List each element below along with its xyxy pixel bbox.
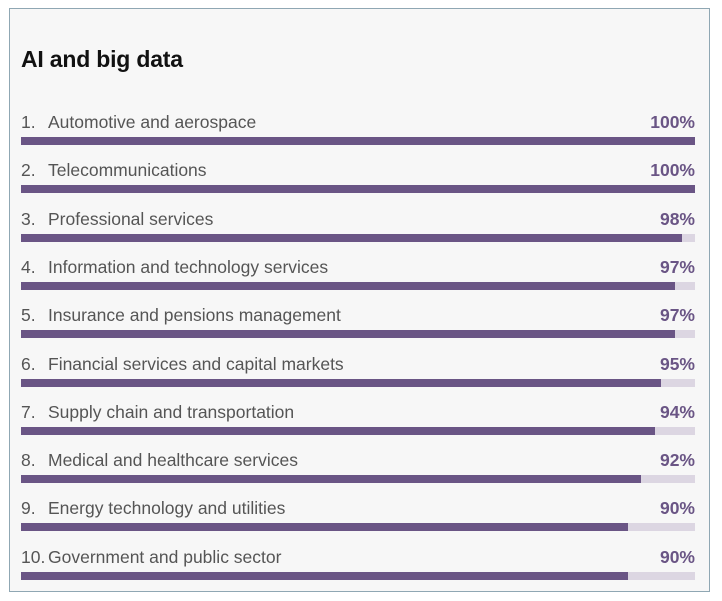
bar [21,330,675,339]
bar [21,233,682,242]
bar-row: 10. Government and public sector 90% [21,546,695,582]
bar-track [21,523,695,532]
rank-label: 10. [21,546,46,567]
value-label: 92% [659,450,695,471]
bar-row: 7. Supply chain and transportation 94% [21,401,695,437]
bar-row: 2. Telecommunications 100% [21,159,695,195]
bar-track [21,185,695,194]
bar [21,281,675,290]
bar-row: 8. Medical and healthcare services 92% [21,449,695,485]
value-label: 98% [659,208,695,229]
bar-track [21,571,695,580]
value-label: 100% [650,112,695,132]
category-label: Medical and healthcare services [48,450,298,471]
rank-label: 6. [21,353,36,374]
bar-track [21,281,695,290]
bar [21,523,628,532]
category-label: Professional services [48,208,214,229]
category-label: Government and public sector [48,546,282,567]
bar-track [21,378,695,387]
bar [21,137,695,145]
bar [21,185,695,194]
value-label: 95% [659,353,695,374]
category-label: Supply chain and transportation [48,401,295,422]
bar-row: 9. Energy technology and utilities 90% [21,497,695,533]
rank-label: 5. [21,305,36,326]
chart-panel: AI and big data 1. Automotive and aerospa… [9,8,710,592]
bar-track [21,137,695,145]
value-label: 94% [659,401,695,422]
rank-label: 3. [21,208,36,229]
bar [21,378,662,387]
rank-label: 9. [21,498,36,519]
category-label: Financial services and capital markets [48,353,344,374]
chart-title: AI and big data [21,46,183,72]
rank-label: 1. [21,112,36,132]
value-label: 97% [659,305,695,326]
rank-label: 7. [21,401,36,422]
value-label: 100% [650,160,695,181]
rank-label: 2. [21,160,36,181]
category-label: Energy technology and utilities [48,498,286,519]
bar-track [21,330,695,339]
category-label: Information and technology services [48,256,329,277]
bar-track [21,233,695,242]
bar [21,571,628,580]
value-label: 90% [659,546,695,567]
category-label: Telecommunications [48,160,207,181]
category-label: Insurance and pensions management [48,305,341,326]
bar-row: 5. Insurance and pensions management 97% [21,304,695,340]
rank-label: 4. [21,256,36,277]
value-label: 97% [659,256,695,277]
bar-row: 4. Information and technology services 97% [21,256,695,292]
bar-track [21,475,695,484]
bar [21,426,655,435]
bar-row: 6. Financial services and capital markets… [21,353,695,389]
rank-label: 8. [21,450,36,471]
bar-row: 1. Automotive and aerospace 100% [21,111,695,147]
value-label: 90% [659,498,695,519]
bar [21,475,642,484]
bar-row: 3. Professional services 98% [21,208,695,244]
bar-track [21,426,695,435]
category-label: Automotive and aerospace [48,112,257,132]
